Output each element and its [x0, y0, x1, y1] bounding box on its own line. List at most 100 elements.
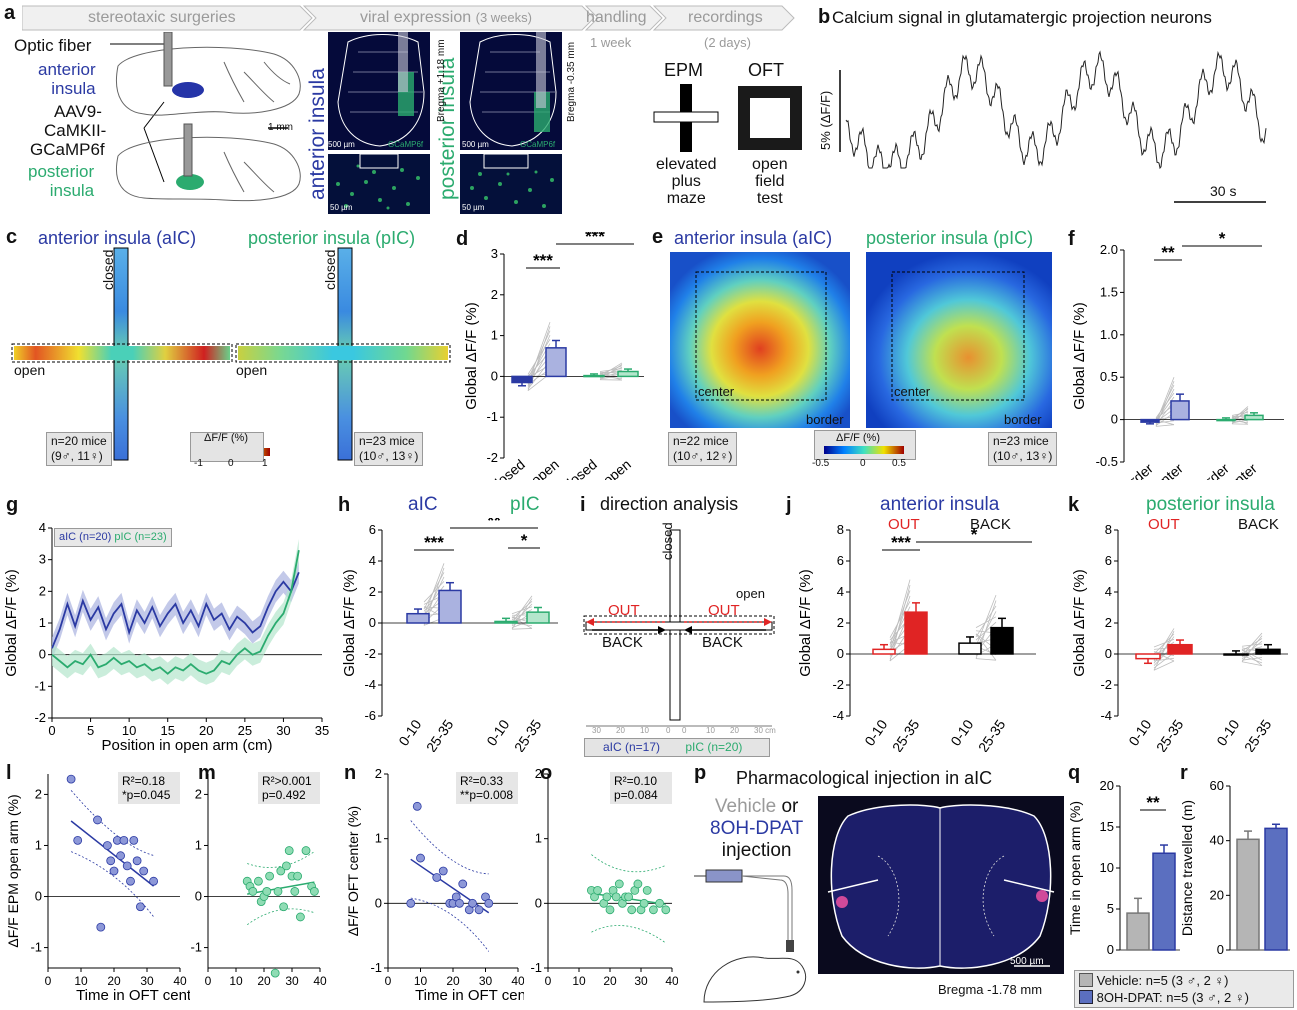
y-tick-label: 0 — [35, 889, 42, 904]
individual-line — [1231, 416, 1249, 425]
injection-histology — [818, 796, 1064, 974]
y-tick-label: 0.5 — [1100, 369, 1118, 384]
y-tick-label: 2 — [369, 584, 376, 599]
mouse-injection-diagram — [694, 869, 806, 1003]
y-tick-label: 1 — [375, 831, 382, 846]
scatter-point — [126, 876, 135, 886]
category-label: 0-10 — [947, 716, 976, 748]
panel-i-tick-8: 30 cm — [754, 726, 776, 735]
panel-q-chart: 0 5 10 15 20 Time in open arm (%) ** — [1068, 778, 1180, 957]
significance-stars: ** — [487, 518, 501, 530]
y-tick-label: -1 — [34, 678, 46, 693]
x-tick-label: 20 — [107, 974, 121, 988]
stats-text: *p=0.045 — [122, 788, 171, 802]
x-tick-label: 10 — [572, 974, 586, 988]
x-tick-label: 10 — [122, 723, 136, 738]
scatter-point — [310, 887, 319, 896]
panel-letter-d: d — [456, 228, 469, 250]
legend-drug: 8OH-DPAT: n=5 (3 ♂, 2 ♀) — [1079, 989, 1289, 1006]
individual-line — [527, 339, 551, 375]
y-tick-label: -2 — [1100, 677, 1112, 692]
stats-text: p=0.084 — [614, 788, 658, 802]
panel-letter-m: m — [198, 762, 216, 784]
scale-1mm: 1 mm — [268, 122, 293, 133]
panel-letter-j: j — [786, 494, 792, 516]
panel-c-n-aic: n=20 mice (9♂, 11♀) — [46, 432, 112, 466]
x-tick-label: 10 — [74, 974, 88, 988]
category-label: border — [1191, 460, 1233, 480]
bar-h-1 — [406, 612, 430, 624]
panel-i-legend: aIC (n=17) pIC (n=20) — [584, 738, 770, 757]
trace-line — [845, 50, 1267, 170]
category-label: 0-10 — [395, 716, 424, 748]
y-tick-label: 8 — [837, 522, 844, 537]
individual-line — [527, 322, 551, 385]
significance-stars: *** — [533, 251, 553, 270]
scatter-point — [139, 866, 149, 876]
scatter-point — [109, 866, 119, 876]
histology-posterior-section — [460, 32, 562, 150]
scatter-point — [474, 905, 484, 915]
panel-letter-h: h — [338, 494, 351, 516]
scatter-point — [284, 846, 294, 855]
y-tick-label: 15 — [1100, 819, 1114, 834]
x-tick-label: 5 — [87, 723, 94, 738]
panel-e-center-aic: center — [698, 384, 735, 399]
bar-q-2 — [1152, 852, 1176, 951]
confidence-band-lower — [410, 897, 490, 952]
legend-vehicle: Vehicle: n=5 (3 ♂, 2 ♀) — [1079, 972, 1289, 989]
panel-i-tick-7: 20 — [730, 726, 739, 735]
timeline-stage-surgery: stereotaxic surgeries — [88, 9, 236, 26]
timeline-viral-sub: (3 weeks) — [475, 10, 532, 25]
panel-j-back: BACK — [970, 516, 1011, 533]
bar-f-2 — [1170, 400, 1190, 421]
scatter-point — [116, 851, 125, 861]
panel-e-title-aic: anterior insula (aIC) — [674, 228, 833, 248]
bar-k-4 — [1255, 648, 1281, 655]
panel-i-tick-5: 0 — [682, 726, 687, 735]
y-tick-label: -2 — [364, 646, 376, 661]
y-tick-label: 2 — [491, 287, 498, 302]
scatter-point — [248, 887, 258, 896]
scatter-point — [602, 892, 612, 902]
significance-stars: ** — [1161, 243, 1175, 262]
scatter-point — [103, 841, 112, 850]
timeline-stage-handling: handling — [586, 9, 647, 26]
individual-line — [889, 601, 911, 638]
stats-box — [610, 772, 672, 804]
scatter-point — [73, 835, 83, 845]
panel-b-ylabel: 5% (ΔF/F) — [818, 90, 833, 150]
panel-e-n-aic: n=22 mice (10♂, 12♀) — [668, 432, 738, 466]
brain-bottom — [116, 136, 301, 202]
y-tick-label: -1 — [370, 960, 382, 975]
scatter-point — [149, 876, 159, 886]
scatter-point — [262, 887, 272, 896]
scatter-point — [627, 905, 637, 915]
series-line-aic — [51, 571, 300, 649]
confidence-band-upper — [247, 851, 315, 868]
panel-p-scale: 500 µm — [1010, 956, 1044, 967]
panel-letter-r: r — [1180, 762, 1188, 784]
bar-d-1 — [511, 375, 533, 384]
panel-i-tick-6: 10 — [706, 726, 715, 735]
panel-c-cbar-tick-2: 0 — [228, 458, 234, 469]
direction-diagram — [583, 529, 775, 727]
bregma-anterior: Bregma +1.18 mm — [436, 39, 447, 122]
fiber-bottom — [183, 123, 193, 177]
pic-oft-heatmap — [866, 252, 1052, 428]
y-tick-label: 2 — [35, 786, 42, 801]
timeline-arrows — [22, 5, 795, 31]
x-tick-label: 0 — [385, 974, 392, 988]
panel-i-back-left: BACK — [602, 634, 643, 651]
legend-drug-text: 8OH-DPAT: n=5 (3 ♂, 2 ♀) — [1096, 990, 1249, 1005]
bar-j-2 — [904, 611, 928, 655]
bar-d-2 — [545, 347, 567, 378]
scatter-point — [132, 856, 142, 866]
y-tick-label: -2 — [34, 710, 46, 725]
y-axis-label: ΔF/F OFT center (%) — [345, 806, 361, 936]
scale-50-a: 50 µm — [330, 203, 353, 212]
individual-line — [1155, 381, 1175, 427]
individual-line — [889, 579, 911, 652]
